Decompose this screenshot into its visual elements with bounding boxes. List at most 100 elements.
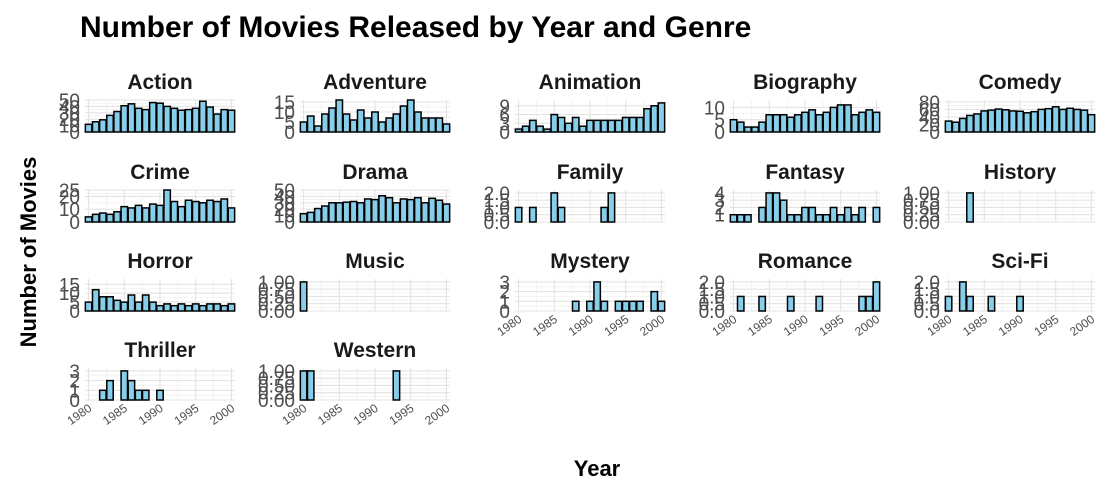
facet-title: Adventure: [323, 71, 427, 94]
y-tick-label: 0.5: [484, 206, 510, 227]
bar: [621, 300, 630, 312]
bar: [872, 111, 881, 133]
x-tick-label: 1985: [745, 312, 775, 339]
facet-panels: Action01020304050Adventure051015Animatio…: [59, 71, 1098, 428]
bar: [829, 106, 838, 133]
bar: [363, 198, 372, 223]
bar: [1030, 110, 1039, 133]
bar: [227, 109, 236, 133]
bar: [156, 304, 164, 312]
x-tick-label: 1995: [1032, 312, 1062, 339]
bar: [743, 213, 752, 223]
bar: [815, 213, 824, 223]
bar: [786, 295, 795, 312]
bar: [973, 113, 982, 133]
bar: [120, 301, 129, 312]
y-tick-label: 2.0: [914, 273, 940, 294]
y-tick-label: 10: [59, 284, 80, 305]
x-tick-label: 1995: [602, 312, 632, 339]
bar: [614, 300, 623, 312]
bar: [163, 105, 172, 133]
x-tick-label: 2000: [207, 401, 237, 428]
y-tick-label: 6: [499, 106, 510, 127]
y-tick-label: 1.00: [258, 273, 295, 294]
x-axis-title: Year: [574, 456, 621, 481]
bar: [808, 206, 817, 223]
bar: [944, 120, 953, 133]
bar: [198, 100, 207, 133]
bar: [966, 192, 974, 223]
bar: [106, 114, 114, 133]
y-tick-label: 40: [59, 97, 80, 118]
bar: [113, 110, 122, 133]
bar: [220, 108, 229, 133]
bar: [736, 213, 745, 223]
bar: [328, 202, 337, 223]
bar: [958, 281, 967, 312]
bar: [98, 212, 107, 223]
bar: [106, 213, 114, 223]
y-tick-label: 0: [284, 123, 295, 144]
y-tick-label: 0: [929, 123, 940, 144]
y-tick-label: 10: [274, 207, 295, 228]
y-tick-label: 0.5: [914, 295, 940, 316]
bar: [1066, 107, 1074, 133]
y-tick-label: 50: [274, 181, 295, 202]
y-tick-label: 2: [714, 198, 725, 219]
y-tick-label: 0: [499, 302, 510, 323]
bar: [363, 117, 372, 133]
bar: [163, 303, 172, 312]
bar: [206, 303, 214, 312]
x-tick-label: 1985: [530, 312, 560, 339]
y-tick-label: 0.0: [699, 302, 725, 323]
bar: [1008, 110, 1017, 133]
bar: [872, 206, 881, 223]
y-tick-label: 10: [59, 200, 80, 221]
bar: [206, 106, 214, 133]
bar: [91, 288, 100, 312]
facet-title: Family: [557, 161, 624, 184]
y-tick-label: 80: [919, 93, 940, 114]
bar: [220, 198, 229, 223]
bar: [944, 295, 953, 312]
bar: [313, 125, 322, 133]
bar: [514, 128, 523, 133]
y-tick-label: 20: [919, 115, 940, 136]
facet-title: Crime: [130, 161, 190, 184]
facet-title: Music: [345, 250, 405, 273]
y-tick-label: 0: [499, 123, 510, 144]
bar: [1037, 108, 1046, 133]
bar: [84, 123, 93, 133]
bar: [628, 116, 637, 133]
y-tick-label: 1.5: [914, 280, 940, 301]
bar: [385, 117, 394, 133]
bar: [793, 114, 802, 133]
bar: [349, 119, 358, 133]
bar: [306, 211, 315, 223]
bar: [378, 195, 387, 223]
facet-title: Mystery: [550, 250, 630, 273]
bar: [729, 118, 738, 133]
y-tick-label: 0.50: [258, 287, 295, 308]
bar: [636, 116, 644, 133]
bar: [127, 103, 136, 133]
facet-title: Biography: [753, 71, 857, 94]
y-tick-label: 1.5: [699, 280, 725, 301]
bar: [421, 202, 429, 223]
bar: [191, 107, 200, 133]
bar: [851, 213, 859, 223]
bar: [177, 303, 186, 312]
y-tick-label: 0.0: [484, 213, 510, 234]
bar: [858, 111, 867, 133]
bar: [643, 107, 652, 133]
bar: [127, 294, 136, 312]
bar: [621, 116, 630, 133]
bar: [657, 102, 666, 133]
y-tick-label: 3: [499, 273, 510, 294]
y-tick-label: 20: [59, 187, 80, 208]
facet-panel: History 0.000.250.500.751.00: [903, 161, 1095, 234]
x-tick-label: 1995: [387, 401, 417, 428]
bar: [91, 121, 100, 133]
